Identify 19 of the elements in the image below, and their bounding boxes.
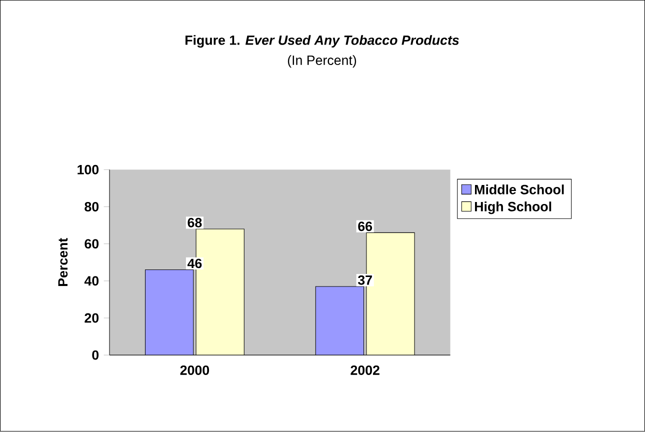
chart-subtitle: (In Percent) — [288, 55, 356, 68]
chart-title: Figure 1. Ever Used Any Tobacco Products — [186, 35, 459, 48]
data-label: 66 — [358, 222, 372, 232]
y-tick-label: 40 — [84, 276, 99, 286]
bar — [315, 286, 364, 356]
legend-label: High School — [474, 202, 552, 214]
y-axis-title: Percent — [58, 238, 68, 286]
legend-label: Middle School — [474, 184, 564, 195]
y-tick-label: 80 — [84, 202, 99, 212]
y-tick-label: 20 — [84, 314, 99, 323]
x-tick-label: 2000 — [180, 366, 210, 376]
bar — [145, 270, 194, 356]
data-label: 68 — [188, 218, 202, 228]
y-tick-label: 0 — [92, 350, 99, 360]
y-tick-label: 100 — [78, 165, 99, 175]
x-tick-label: 2002 — [350, 366, 380, 376]
data-label: 46 — [187, 258, 202, 268]
data-label: 37 — [358, 276, 372, 286]
y-tick-label: 60 — [84, 239, 99, 249]
